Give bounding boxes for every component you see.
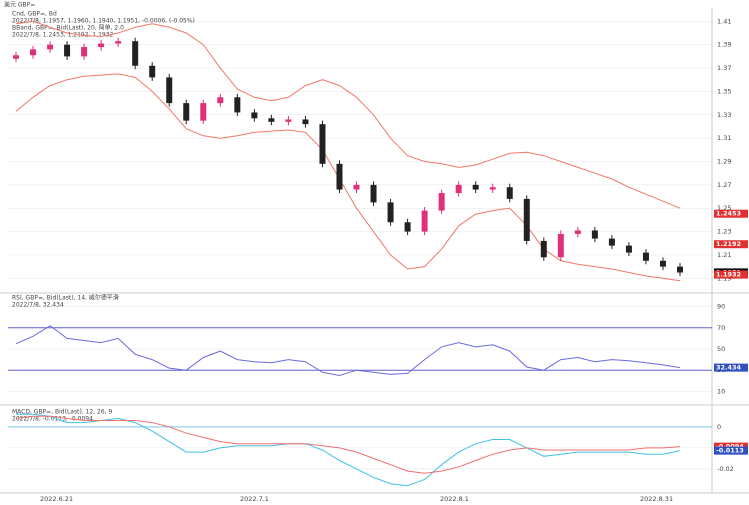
x-tick-label: 2022.8.1	[440, 495, 469, 503]
y-tick-label: -0.02	[717, 465, 734, 473]
candle-body	[387, 202, 394, 223]
series-line	[15, 20, 681, 209]
series-line	[15, 415, 681, 474]
candle-body	[285, 119, 292, 122]
series-line	[15, 325, 681, 377]
candle-body	[438, 193, 445, 211]
legend-text: Cnd, GBP=, Bd	[12, 11, 57, 18]
candle-body	[81, 47, 88, 57]
price-marker-label: 1.1932	[716, 271, 741, 279]
y-tick-label: 1.27	[717, 181, 731, 189]
x-tick-label: 2022.7.1	[240, 495, 269, 503]
price-marker	[714, 446, 748, 455]
candle-body	[591, 230, 598, 239]
price-marker	[714, 240, 748, 249]
y-tick-label: 1.29	[717, 158, 731, 166]
candle-body	[234, 97, 241, 113]
candle-body	[642, 252, 649, 261]
candle-body	[472, 184, 479, 190]
candle-body	[489, 187, 496, 190]
candle-body	[659, 260, 666, 267]
y-tick-label: 1.37	[717, 64, 731, 72]
candle-body	[132, 41, 139, 66]
candle-body	[47, 44, 54, 50]
legend-text: MACD, GBP=, Bid(Last), 12, 26, 9	[12, 409, 113, 416]
candle-body	[166, 77, 173, 104]
y-tick-label: 1.21	[717, 251, 731, 259]
candle-body	[217, 97, 224, 104]
y-tick-label: 70	[717, 324, 725, 332]
candle-body	[98, 43, 105, 48]
y-tick-label: 1.31	[717, 134, 731, 142]
candle-body	[13, 55, 19, 59]
candle-body	[370, 184, 377, 203]
candle-body	[200, 103, 207, 121]
y-tick-label: 50	[717, 345, 725, 353]
candle-body	[115, 41, 122, 44]
candle-body	[455, 184, 462, 194]
y-tick-label: 10	[717, 387, 725, 395]
series-line	[15, 73, 681, 282]
price-marker	[714, 363, 748, 372]
price-marker	[714, 209, 748, 218]
y-tick-label: 1.39	[717, 41, 731, 49]
y-tick-label: 1.33	[717, 111, 731, 119]
candle-body	[540, 240, 547, 258]
candle-body	[574, 230, 581, 234]
candle-body	[421, 210, 428, 232]
candle-body	[506, 187, 513, 199]
price-marker-label: 32.434	[716, 364, 742, 372]
price-marker	[714, 270, 748, 279]
candle-body	[353, 184, 360, 190]
candle-body	[183, 103, 190, 121]
legend-text: 2022/7/8, -0.0113, -0.0094	[12, 416, 93, 423]
candle-body	[251, 112, 258, 119]
candle-body	[149, 65, 156, 78]
y-tick-label: 1.41	[717, 17, 731, 25]
legend-text: BBand, GBP=, Bid(Last), 20, 简单, 2.0	[12, 24, 124, 32]
candle-body	[319, 124, 326, 164]
legend-text: RSI, GBP=, Bid(Last), 14, 威尔德平滑	[12, 294, 119, 302]
candle-body	[557, 233, 564, 258]
y-tick-label: 1.23	[717, 228, 731, 236]
x-tick-label: 2022.8.31	[640, 495, 673, 503]
candle-body	[608, 238, 615, 246]
candle-body	[523, 198, 530, 241]
legend-text: 2022/7/8, 32.434	[12, 302, 64, 309]
y-tick-label: 1.35	[717, 87, 731, 95]
candle-body	[625, 245, 632, 253]
y-tick-label: 90	[717, 303, 725, 311]
price-marker-label: 1.2192	[716, 240, 741, 248]
candle-body	[302, 119, 309, 125]
candle-body	[336, 163, 343, 190]
y-tick-label: 1.25	[717, 204, 731, 212]
candle-body	[30, 49, 37, 56]
legend-text: 2022/7/8, 1.2453, 1.2192, 1.1932	[12, 32, 114, 39]
candle-body	[268, 118, 275, 122]
price-marker-label: -0.0113	[716, 447, 744, 455]
candle-body	[64, 44, 71, 57]
candle-body	[404, 222, 411, 232]
legend-text: 2022/7/8, 1.1957, 1.1960, 1.1940, 1.1951…	[12, 18, 195, 25]
candle-body	[677, 266, 683, 273]
symbol: 美元 GBP=	[4, 1, 35, 9]
x-tick-label: 2022.6.21	[40, 495, 73, 503]
y-tick-label: 0	[717, 423, 721, 431]
price-marker-label: 1.2453	[716, 210, 741, 218]
